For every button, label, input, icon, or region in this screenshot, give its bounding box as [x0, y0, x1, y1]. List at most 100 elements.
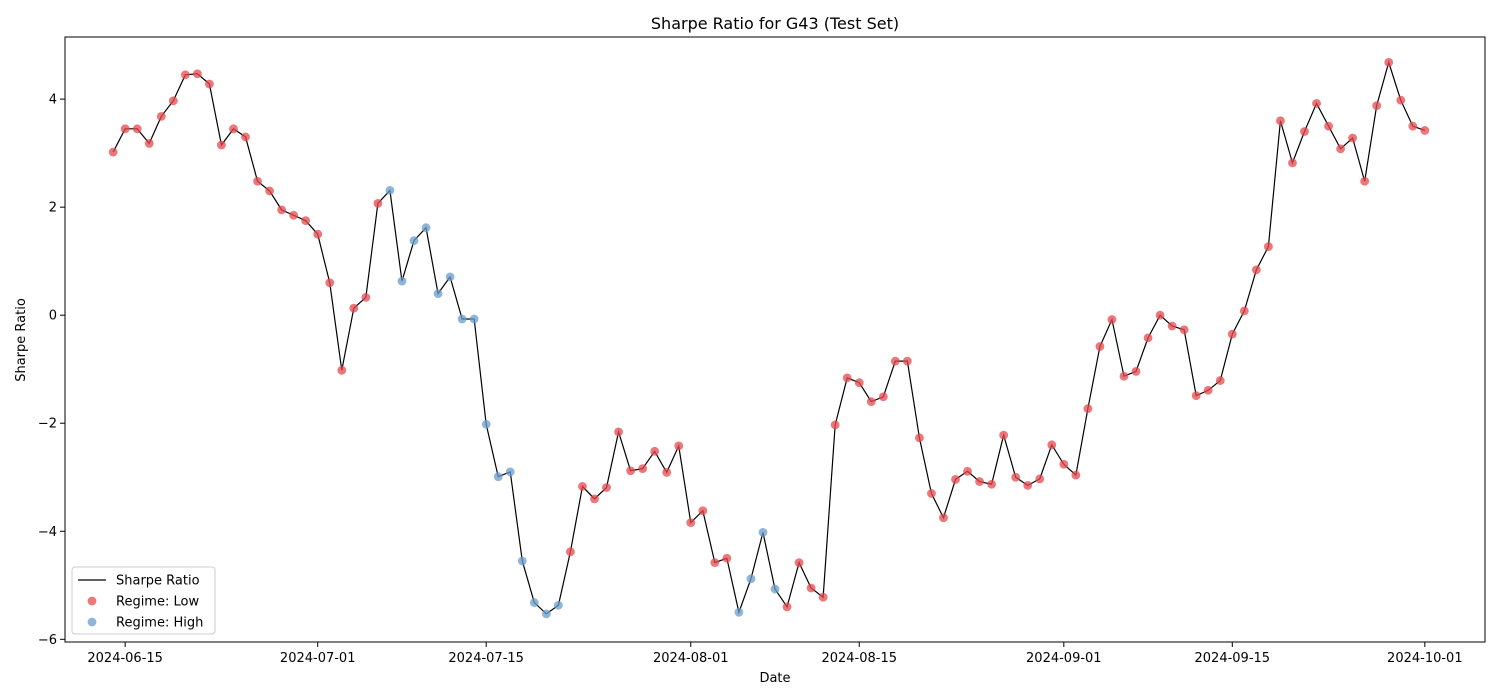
regime-low-point	[1047, 440, 1057, 450]
regime-low-point	[915, 433, 924, 443]
regime-low-point	[987, 479, 997, 489]
x-axis-label: Date	[759, 671, 790, 686]
y-tick-label: 0	[49, 309, 57, 324]
regime-low-point	[1059, 459, 1069, 469]
legend-low-swatch	[87, 596, 97, 606]
regime-low-point	[1203, 385, 1213, 395]
regime-low-point	[180, 70, 190, 80]
regime-low-point	[1312, 99, 1321, 108]
regime-low-point	[626, 466, 635, 476]
regime-low-point	[1179, 325, 1189, 335]
regime-low-point	[722, 553, 732, 563]
regime-low-point	[830, 420, 840, 430]
regime-low-point	[806, 583, 816, 593]
legend-box	[71, 566, 216, 635]
regime-low-point	[1071, 470, 1081, 480]
regime-high-point	[421, 223, 431, 233]
regime-high-point	[457, 314, 467, 324]
regime-low-point	[927, 489, 936, 498]
regime-low-point	[951, 475, 960, 484]
regime-low-point	[1119, 371, 1129, 381]
regime-low-point	[1276, 116, 1285, 126]
regime-low-point	[1300, 127, 1309, 136]
x-tick-label: 2024-06-15	[87, 651, 163, 666]
plot-area	[108, 57, 1430, 619]
x-tick-label: 2024-10-01	[1387, 651, 1463, 666]
regime-low-point	[1336, 144, 1345, 154]
regime-low-point	[963, 466, 972, 476]
y-tick-label: −2	[38, 417, 57, 432]
regime-low-point	[602, 483, 611, 492]
regime-low-point	[1396, 95, 1406, 105]
regime-high-point	[397, 276, 407, 286]
regime-high-point	[505, 467, 515, 477]
regime-high-point	[409, 236, 419, 246]
regime-low-point	[217, 140, 226, 150]
regime-low-point	[1011, 472, 1021, 482]
regime-low-point	[120, 124, 130, 134]
regime-low-point	[710, 558, 720, 567]
legend-high-swatch	[87, 617, 97, 627]
legend-label: Regime: Low	[116, 595, 199, 610]
regime-low-point	[698, 506, 708, 516]
regime-high-point	[493, 472, 503, 482]
legend-label: Sharpe Ratio	[116, 574, 200, 589]
regime-low-point	[890, 356, 900, 366]
x-tick-label: 2024-09-15	[1195, 651, 1271, 666]
regime-low-point	[650, 446, 660, 456]
regime-low-point	[265, 186, 274, 196]
regime-low-point	[325, 278, 335, 288]
x-tick-label: 2024-08-15	[821, 651, 897, 666]
regime-low-point	[156, 112, 166, 121]
regime-low-point	[373, 198, 383, 208]
regime-low-point	[1384, 57, 1394, 67]
regime-low-point	[818, 592, 828, 602]
regime-low-point	[1251, 265, 1261, 275]
regime-low-point	[1155, 310, 1165, 320]
regime-low-point	[1360, 176, 1370, 186]
regime-low-point	[1215, 376, 1225, 385]
regime-low-point	[349, 303, 359, 313]
regime-low-point	[253, 176, 262, 186]
regime-low-point	[229, 124, 238, 134]
regime-low-point	[662, 467, 672, 477]
regime-low-point	[241, 132, 250, 142]
regime-low-point	[878, 392, 888, 402]
y-tick-label: 4	[49, 93, 57, 108]
x-tick-label: 2024-07-15	[448, 651, 524, 666]
x-axis: 2024-06-15 2024-07-01 2024-07-15 2024-08-01…	[87, 642, 1463, 666]
regime-low-point	[854, 378, 864, 388]
regime-low-point	[1083, 404, 1093, 414]
regime-low-point	[1035, 474, 1045, 484]
regime-high-point	[541, 609, 551, 619]
regime-low-point	[999, 430, 1009, 440]
regime-low-point	[301, 216, 311, 226]
regime-low-point	[1348, 133, 1358, 143]
legend-label: Regime: High	[116, 616, 203, 631]
regime-low-point	[1095, 342, 1105, 351]
regime-low-point	[289, 210, 299, 220]
regime-low-point	[902, 356, 912, 366]
regime-high-point	[758, 527, 768, 537]
regime-low-point	[1191, 391, 1201, 401]
regime-low-point	[313, 229, 323, 239]
regime-low-point	[638, 464, 648, 473]
y-axis-label: Sharpe Ratio	[14, 298, 29, 382]
regime-low-point	[674, 441, 684, 451]
regime-low-point	[1263, 242, 1273, 251]
regime-low-point	[1372, 101, 1382, 110]
regime-high-point	[734, 607, 744, 617]
y-tick-label: −4	[38, 525, 57, 540]
regime-high-point	[746, 574, 756, 584]
x-tick-label: 2024-08-01	[653, 651, 729, 666]
regime-low-point	[590, 494, 599, 504]
regime-high-point	[517, 556, 527, 566]
regime-low-point	[794, 558, 804, 567]
regime-low-point	[132, 124, 142, 134]
regime-high-point	[445, 272, 455, 282]
regime-low-point	[614, 427, 623, 437]
regime-low-point	[939, 513, 948, 523]
regime-high-point	[469, 314, 479, 324]
regime-high-point	[433, 289, 443, 298]
